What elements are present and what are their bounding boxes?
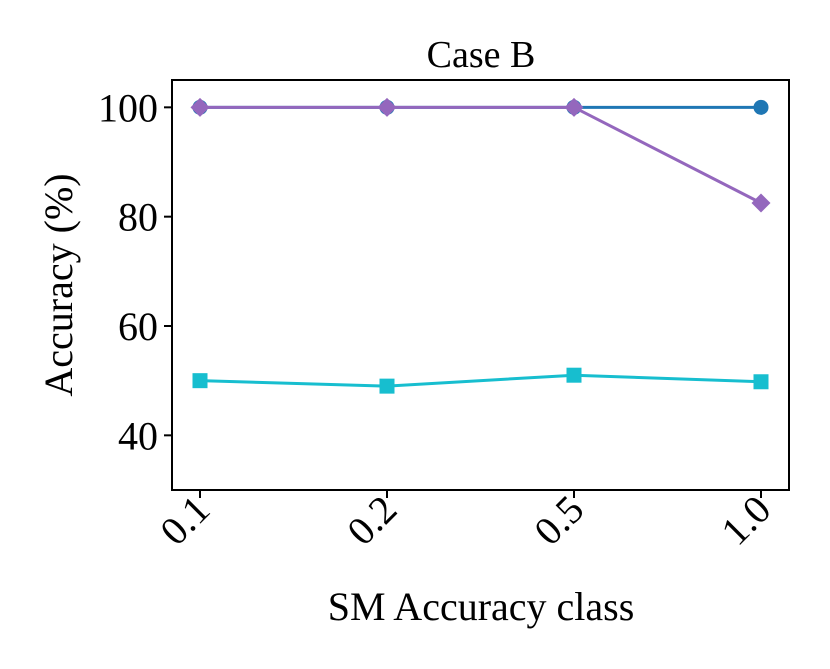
plot-frame — [171, 79, 790, 491]
y-tick-label: 80 — [118, 195, 158, 240]
x-tick-label: 1.0 — [712, 487, 779, 554]
x-axis-label: SM Accuracy class — [328, 584, 635, 629]
chart-title: Case B — [427, 34, 536, 76]
y-axis-label: Accuracy (%) — [36, 173, 81, 396]
y-tick-label: 60 — [118, 304, 158, 349]
y-axis: 40 60 80 100 — [98, 85, 172, 458]
x-axis: 0.1 0.2 0.5 1.0 — [151, 487, 779, 554]
data-point-diamond — [190, 97, 210, 117]
series-line — [199, 373, 762, 388]
y-tick-label: 40 — [118, 413, 158, 458]
series-line — [200, 105, 762, 205]
data-point-diamond — [564, 97, 584, 117]
data-point-square — [753, 374, 769, 390]
data-point-square — [379, 378, 395, 394]
data-point-square — [192, 373, 208, 389]
x-tick-label: 0.2 — [338, 487, 405, 554]
x-tick-label: 0.5 — [525, 487, 592, 554]
data-point-square — [566, 367, 582, 383]
data-point-diamond — [751, 193, 771, 213]
series-square — [192, 367, 769, 394]
plot-area — [190, 97, 771, 394]
data-point-diamond — [377, 97, 397, 117]
y-tick-label: 100 — [98, 85, 158, 130]
series-diamond — [190, 97, 771, 213]
x-tick-label: 0.1 — [151, 487, 218, 554]
data-point-circle — [753, 99, 769, 115]
